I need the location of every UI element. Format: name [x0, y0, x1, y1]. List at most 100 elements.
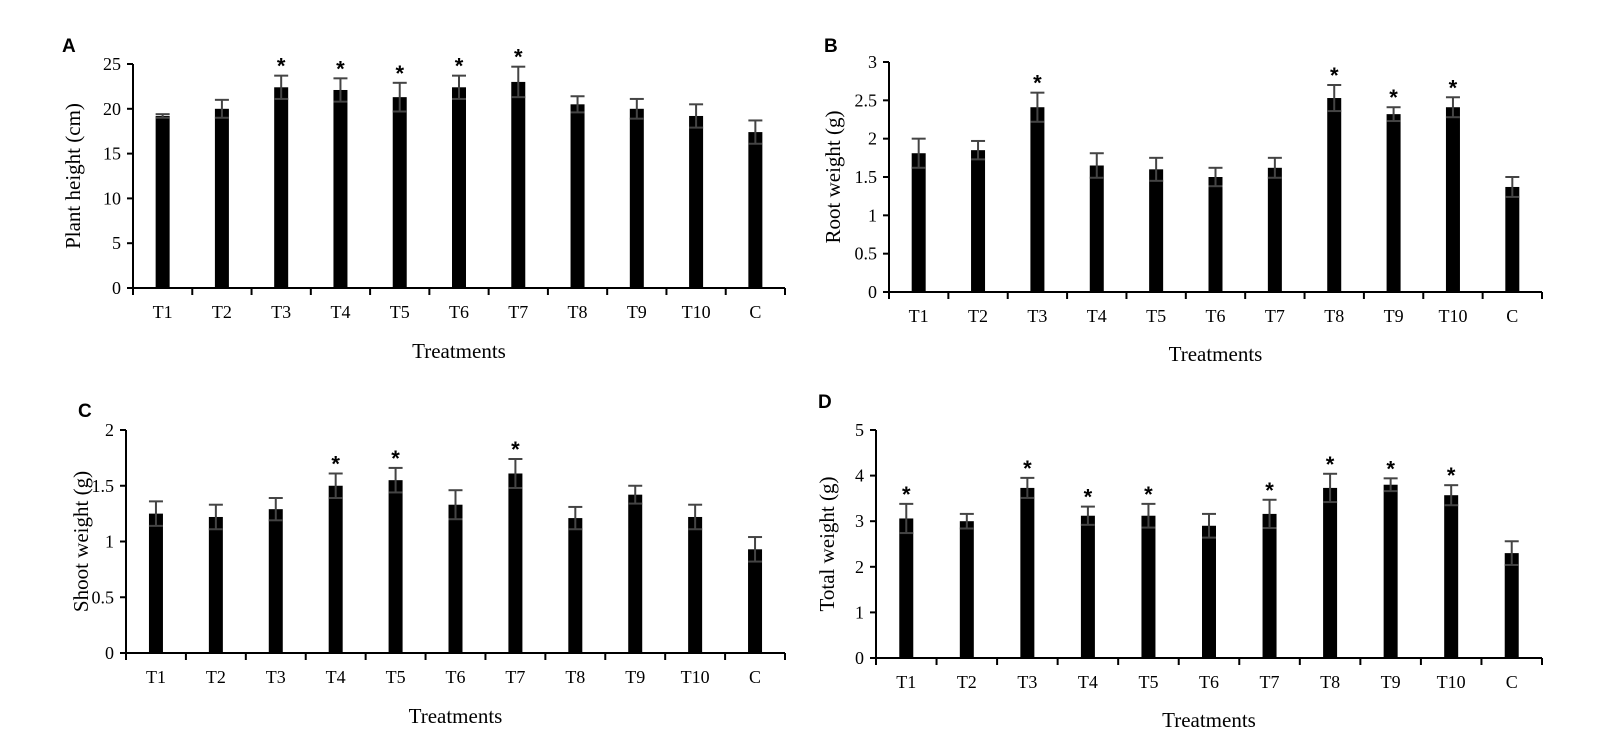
bar-T4	[328, 485, 343, 653]
x-tick-label: T9	[625, 667, 645, 687]
significance-star-T4: *	[336, 56, 345, 81]
bar-T4	[1089, 165, 1104, 292]
bar-T6	[1202, 525, 1216, 658]
x-tick-label: T5	[1138, 672, 1158, 692]
bar-T3	[274, 87, 289, 289]
bar-T10	[1445, 107, 1460, 292]
y-axis-label: Plant height (cm)	[61, 103, 85, 249]
x-tick-label: T3	[266, 667, 286, 687]
panel-d: D 0 1 2 3 4 5 * T1 T2 * T3 * T4 * T5 T6 * T7 * T8 * T9 * T10 C Tre…	[815, 392, 1543, 732]
bar-T5	[388, 480, 403, 653]
x-tick-label: T7	[508, 302, 528, 322]
bar-T6	[452, 87, 466, 289]
bar-T10	[1444, 495, 1459, 658]
x-tick-label: T3	[271, 302, 291, 322]
x-tick-label: T7	[1260, 672, 1280, 692]
y-tick-label: 0	[855, 648, 864, 668]
x-tick-label: T6	[446, 667, 466, 687]
panel-label: D	[818, 392, 832, 413]
x-tick-label: T8	[568, 302, 588, 322]
y-tick-label: 0.5	[92, 587, 115, 607]
y-tick-label: 3	[855, 511, 864, 531]
y-tick-label: 10	[103, 188, 121, 208]
panel-label: B	[824, 36, 838, 57]
y-tick-label: 1.5	[855, 167, 878, 187]
x-tick-label: T4	[1078, 672, 1098, 692]
bar-T2	[959, 521, 974, 658]
bar-T6	[448, 504, 463, 653]
significance-star-T7: *	[1265, 478, 1274, 503]
x-tick-label: T6	[1199, 672, 1219, 692]
x-tick-label: C	[749, 667, 761, 687]
bar-T8	[1323, 487, 1338, 658]
bar-T2	[214, 108, 229, 288]
x-axis-label: Treatments	[412, 339, 506, 363]
bar-T9	[629, 108, 644, 288]
x-tick-label: T4	[326, 667, 346, 687]
bar-T1	[155, 115, 170, 288]
y-axis-label: Shoot weight (g)	[69, 471, 93, 612]
significance-star-T3: *	[277, 54, 286, 79]
panel-a: A 0 5 10 15 20 25 T1 T2 * T3 * T4 * T5 * T6 * T7 T8 T9 T10 C Tr…	[61, 36, 786, 363]
significance-star-T3: *	[1023, 456, 1032, 481]
x-tick-label: T6	[449, 302, 469, 322]
bar-T5	[392, 97, 407, 288]
bar-T3	[1020, 487, 1035, 658]
x-tick-label: T1	[153, 302, 173, 322]
significance-star-T5: *	[1144, 482, 1153, 507]
x-tick-label: T9	[1384, 306, 1404, 326]
y-tick-label: 3	[868, 52, 877, 72]
significance-star-T5: *	[395, 61, 404, 86]
significance-star-T8: *	[1330, 63, 1339, 88]
bar-T7	[1267, 167, 1282, 292]
bar-T1	[899, 518, 914, 658]
y-tick-label: 0	[105, 643, 114, 663]
y-tick-label: 2.5	[855, 90, 878, 110]
y-tick-label: 5	[112, 233, 121, 253]
y-tick-label: 1	[855, 602, 864, 622]
significance-star-T4: *	[1084, 485, 1093, 510]
y-tick-label: 5	[855, 420, 864, 440]
x-tick-label: T2	[206, 667, 226, 687]
significance-star-T7: *	[511, 437, 520, 462]
x-tick-label: T3	[1017, 672, 1037, 692]
significance-star-T5: *	[391, 446, 400, 471]
y-tick-label: 25	[103, 54, 121, 74]
bar-T1	[148, 513, 163, 653]
x-tick-label: T9	[1381, 672, 1401, 692]
x-tick-label: T1	[909, 306, 929, 326]
bar-T8	[568, 518, 583, 653]
bar-T4	[1080, 515, 1095, 658]
x-tick-label: C	[1506, 306, 1518, 326]
bar-T2	[971, 150, 986, 292]
bar-T9	[628, 494, 643, 653]
bar-T3	[268, 509, 283, 653]
bar-T1	[911, 153, 926, 292]
panel-label: A	[62, 36, 76, 57]
y-tick-label: 2	[868, 129, 877, 149]
x-tick-label: T6	[1206, 306, 1226, 326]
bar-T8	[1327, 98, 1342, 293]
significance-star-T7: *	[514, 45, 523, 70]
y-tick-label: 0	[112, 278, 121, 298]
bar-C	[748, 132, 763, 288]
x-tick-label: T2	[957, 672, 977, 692]
y-tick-label: 2	[855, 557, 864, 577]
bar-T10	[688, 516, 703, 653]
x-tick-label: T5	[386, 667, 406, 687]
x-tick-label: T10	[681, 667, 710, 687]
bar-T6	[1208, 177, 1223, 292]
x-axis-label: Treatments	[409, 704, 503, 728]
panel-c: C 0 0.5 1 1.5 2 T1 T2 T3 * T4 * T5 T6 * T7 T8 T9 T10 C Treat…	[69, 401, 786, 728]
bar-C	[1505, 186, 1520, 292]
y-tick-label: 4	[855, 466, 864, 486]
x-tick-label: T7	[505, 667, 525, 687]
x-tick-label: T4	[1087, 306, 1107, 326]
x-tick-label: T2	[212, 302, 232, 322]
bar-T4	[333, 89, 348, 288]
significance-star-T9: *	[1389, 85, 1398, 110]
significance-star-T9: *	[1386, 456, 1395, 481]
bar-T7	[508, 473, 523, 653]
x-tick-label: T1	[896, 672, 916, 692]
bar-T5	[1141, 515, 1156, 658]
